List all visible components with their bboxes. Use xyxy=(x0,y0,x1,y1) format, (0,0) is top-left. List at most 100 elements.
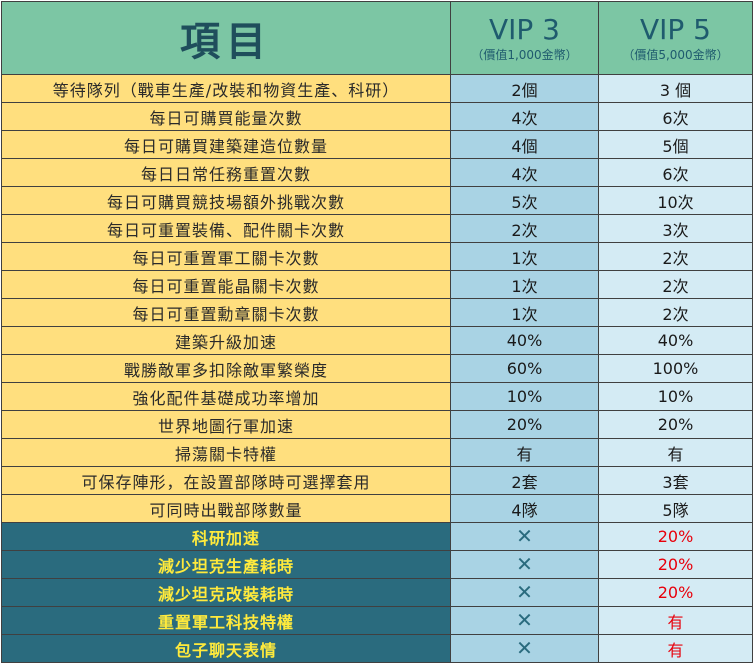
value-text: 2次 xyxy=(662,276,689,296)
table-row: 每日可購買建築建造位數量 4個 5個 xyxy=(1,130,753,159)
value-text: 20% xyxy=(506,415,543,434)
feature-label: 可保存陣形，在設置部隊時可選擇套用 xyxy=(81,472,371,492)
value-text: 5次 xyxy=(511,192,538,212)
cross-icon: ✕ xyxy=(516,608,533,632)
vip3-value-cell: 4隊 xyxy=(450,494,599,523)
value-text: 有 xyxy=(667,444,684,464)
table-row: 每日日常任務重置次數 4次 6次 xyxy=(1,158,753,187)
value-text: 2個 xyxy=(511,80,538,100)
feature-label: 世界地圖行軍加速 xyxy=(157,416,294,436)
vip5-value-cell: 20% xyxy=(598,578,753,607)
vip3-value-cell: 5次 xyxy=(450,186,599,215)
table-row: 每日可重置軍工關卡次數 1次 2次 xyxy=(1,242,753,271)
value-text: 10次 xyxy=(657,192,694,212)
table-row: 建築升級加速 40% 40% xyxy=(1,326,753,355)
vip3-value-cell: 20% xyxy=(450,410,599,439)
value-text: 3次 xyxy=(662,220,689,240)
vip3-title: VIP 3 xyxy=(488,13,560,46)
vip5-value-cell: 6次 xyxy=(598,158,753,187)
value-text: 20% xyxy=(657,415,694,434)
vip3-value-cell: ✕ xyxy=(450,578,599,607)
feature-label: 每日可購買建築建造位數量 xyxy=(123,136,328,156)
value-text: 40% xyxy=(506,331,543,350)
cross-icon: ✕ xyxy=(516,552,533,576)
feature-cell: 減少坦克改裝耗時 xyxy=(1,578,451,607)
vip3-value-cell: ✕ xyxy=(450,634,599,663)
table-row: 世界地圖行軍加速 20% 20% xyxy=(1,410,753,439)
vip5-value-cell: 2次 xyxy=(598,298,753,327)
feature-cell: 戰勝敵軍多扣除敵軍繁榮度 xyxy=(1,354,451,383)
feature-label: 科研加速 xyxy=(191,528,260,548)
vip3-column-header: VIP 3 （價值1,000金幣） xyxy=(450,1,599,75)
value-text: 有 xyxy=(667,640,684,660)
feature-cell: 每日可購買建築建造位數量 xyxy=(1,130,451,159)
table-row: 掃蕩關卡特權 有 有 xyxy=(1,438,753,467)
feature-label: 減少坦克生產耗時 xyxy=(157,556,294,576)
value-text: 4隊 xyxy=(511,500,538,520)
feature-label: 每日可購買能量次數 xyxy=(149,108,303,128)
cross-icon: ✕ xyxy=(516,636,533,660)
value-text: 1次 xyxy=(511,304,538,324)
feature-cell: 每日可購買競技場額外挑戰次數 xyxy=(1,186,451,215)
vip5-value-cell: 10次 xyxy=(598,186,753,215)
table-row: 科研加速 ✕ 20% xyxy=(1,522,753,551)
value-text: 6次 xyxy=(662,164,689,184)
vip5-value-cell: 40% xyxy=(598,326,753,355)
vip3-value-cell: 有 xyxy=(450,438,599,467)
vip5-value-cell: 100% xyxy=(598,354,753,383)
value-text: 5個 xyxy=(662,136,689,156)
vip5-value-cell: 20% xyxy=(598,410,753,439)
vip5-value-cell: 3套 xyxy=(598,466,753,495)
cross-icon: ✕ xyxy=(516,580,533,604)
value-text: 1次 xyxy=(511,276,538,296)
value-text: 4次 xyxy=(511,108,538,128)
value-text: 2次 xyxy=(662,248,689,268)
feature-cell: 每日日常任務重置次數 xyxy=(1,158,451,187)
vip3-value-cell: ✕ xyxy=(450,606,599,635)
table-row: 每日可重置裝備、配件關卡次數 2次 3次 xyxy=(1,214,753,243)
vip3-value-cell: 40% xyxy=(450,326,599,355)
item-column-title: 項目 xyxy=(180,19,272,65)
vip5-value-cell: 6次 xyxy=(598,102,753,131)
table-row: 每日可重置能晶關卡次數 1次 2次 xyxy=(1,270,753,299)
vip3-value-cell: 60% xyxy=(450,354,599,383)
vip5-value-cell: 20% xyxy=(598,550,753,579)
feature-label: 減少坦克改裝耗時 xyxy=(157,584,294,604)
vip5-value-cell: 3 個 xyxy=(598,74,753,103)
feature-cell: 每日可購買能量次數 xyxy=(1,102,451,131)
vip3-value-cell: 4個 xyxy=(450,130,599,159)
vip5-value-cell: 有 xyxy=(598,606,753,635)
table-row: 包子聊天表情 ✕ 有 xyxy=(1,634,753,663)
value-text: 10% xyxy=(657,387,694,406)
vip3-value-cell: 2個 xyxy=(450,74,599,103)
value-text: 1次 xyxy=(511,248,538,268)
value-text: 3套 xyxy=(662,472,689,492)
feature-label: 每日可重置能晶關卡次數 xyxy=(132,276,320,296)
value-text: 100% xyxy=(652,359,699,378)
vip3-value-cell: 10% xyxy=(450,382,599,411)
feature-label: 每日日常任務重置次數 xyxy=(140,164,311,184)
feature-label: 每日可重置裝備、配件關卡次數 xyxy=(106,220,345,240)
value-text: 60% xyxy=(506,359,543,378)
vip3-value-cell: 1次 xyxy=(450,298,599,327)
vip5-value-cell: 有 xyxy=(598,634,753,663)
value-text: 有 xyxy=(667,612,684,632)
feature-label: 每日可重置勳章關卡次數 xyxy=(132,304,320,324)
feature-cell: 每日可重置能晶關卡次數 xyxy=(1,270,451,299)
value-text: 2次 xyxy=(511,220,538,240)
value-text: 有 xyxy=(516,444,533,464)
table-row: 等待隊列（戰車生產/改裝和物資生產、科研） 2個 3 個 xyxy=(1,74,753,103)
vip5-value-cell: 5個 xyxy=(598,130,753,159)
table-header-row: 項目 VIP 3 （價值1,000金幣） VIP 5 （價值5,000金幣） xyxy=(1,1,753,75)
vip5-value-cell: 2次 xyxy=(598,270,753,299)
table-row: 重置軍工科技特權 ✕ 有 xyxy=(1,606,753,635)
value-text: 20% xyxy=(657,527,694,546)
vip5-column-header: VIP 5 （價值5,000金幣） xyxy=(598,1,753,75)
feature-label: 戰勝敵軍多扣除敵軍繁榮度 xyxy=(123,360,328,380)
feature-label: 重置軍工科技特權 xyxy=(157,612,294,632)
vip5-value-cell: 2次 xyxy=(598,242,753,271)
feature-cell: 科研加速 xyxy=(1,522,451,551)
feature-cell: 包子聊天表情 xyxy=(1,634,451,663)
vip5-value-cell: 有 xyxy=(598,438,753,467)
